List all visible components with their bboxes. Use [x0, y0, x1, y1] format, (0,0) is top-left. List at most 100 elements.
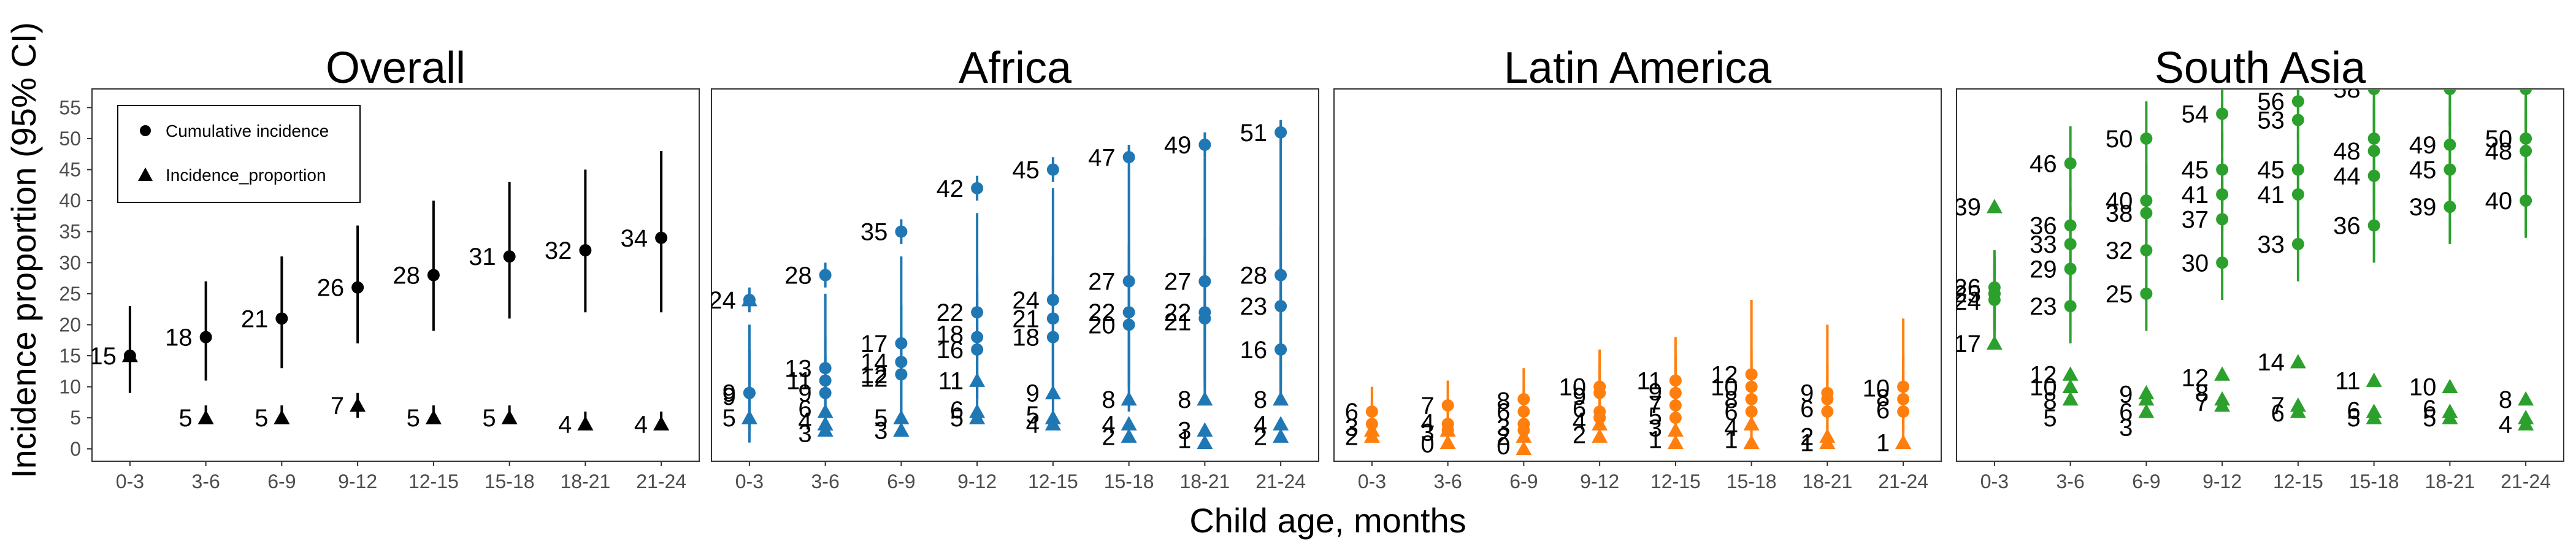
data-label: 9 [1800, 380, 1814, 407]
incidence-proportion-point [1516, 428, 1532, 443]
x-tick-label: 21-24 [636, 470, 686, 493]
cumulative-incidence-point [2291, 113, 2304, 126]
data-label: 2 [1345, 424, 1359, 451]
y-axis-title: Incidence proportion (95% CI) [4, 22, 43, 478]
incidence-proportion-point [817, 422, 834, 437]
x-tick-label: 15-18 [1727, 470, 1777, 493]
x-tick-label: 21-24 [1255, 470, 1306, 493]
y-tick-label: 30 [59, 251, 81, 274]
data-label: 40 [2485, 188, 2513, 215]
cumulative-incidence-point [2216, 256, 2229, 269]
cumulative-incidence-point [895, 225, 908, 238]
data-label: 4 [1420, 409, 1434, 436]
x-tick-label: 9-12 [957, 470, 997, 493]
data-label: 18 [165, 324, 193, 351]
panel-title: South Asia [2155, 44, 2366, 93]
incidence-proportion-point [1667, 422, 1684, 437]
cumulative-incidence-point [1275, 343, 1287, 356]
x-tick-label: 15-18 [1104, 470, 1154, 493]
data-label: 5 [2347, 405, 2360, 432]
data-label: 22 [937, 299, 964, 326]
incidence-proportion-point [1439, 422, 1456, 437]
legend-box [117, 105, 361, 203]
incidence-proportion-point [2062, 391, 2079, 406]
data-label: 45 [1012, 157, 1040, 184]
data-label: 8 [2499, 386, 2512, 413]
incidence-proportion-point [1592, 428, 1608, 443]
x-tick-label: 18-21 [1179, 470, 1230, 493]
incidence-proportion-point [2062, 366, 2079, 381]
data-label: 23 [1240, 293, 1268, 320]
panel-latin-america: 0-3 3-6 6-9 9-12 12-15 15-18 18-21 21-24 Latin A… [1333, 44, 1942, 493]
x-tick-label: 0-3 [116, 470, 144, 493]
incidence-proportion-point [1273, 416, 1289, 431]
cumulative-incidence-point [1122, 151, 1135, 164]
data-label: 10 [1559, 374, 1587, 401]
incidence-proportion-point [2518, 391, 2534, 406]
cumulative-incidence-point [2520, 89, 2532, 95]
cumulative-incidence-point [971, 182, 984, 194]
data-label: 29 [2030, 256, 2057, 283]
cumulative-incidence-point [2520, 145, 2532, 158]
data-label: 12 [2030, 361, 2057, 388]
data-label: 28 [1240, 263, 1268, 289]
data-label: 22 [1164, 299, 1192, 326]
x-tick-label: 21-24 [2501, 470, 2551, 493]
incidence-proportion-point [2366, 410, 2382, 424]
data-label: 30 [2182, 250, 2209, 277]
data-label: 13 [784, 355, 812, 382]
data-label: 5 [2423, 405, 2436, 432]
panel-border [1956, 88, 2564, 462]
data-label: 8 [1724, 386, 1738, 413]
data-label: 5 [178, 405, 192, 432]
data-label: 12 [2182, 364, 2209, 391]
y-tick-label: 40 [59, 190, 81, 212]
data-label: 4 [1573, 408, 1586, 435]
incidence-proportion-point [1743, 416, 1760, 431]
data-label: 44 [2333, 163, 2361, 190]
incidence-proportion-point [1986, 199, 2003, 213]
legend-triangle-key [138, 167, 153, 181]
cumulative-incidence-point [503, 250, 516, 263]
data-label: 4 [558, 411, 572, 438]
data-label: 11 [938, 367, 964, 394]
data-label: 6 [1345, 399, 1359, 426]
data-label: 8 [1102, 386, 1115, 413]
cumulative-incidence-point [1275, 126, 1287, 139]
data-label: 6 [1876, 397, 1890, 424]
data-label: 27 [1164, 269, 1192, 296]
incidence-proportion-point [2062, 378, 2079, 393]
incidence-proportion-point [1121, 428, 1137, 443]
data-label: 6 [1800, 396, 1814, 423]
data-label: 41 [2257, 182, 2285, 209]
data-label: 24 [1012, 287, 1040, 314]
data-label: 9 [1573, 383, 1586, 410]
data-label: 12 [1711, 361, 1738, 388]
x-tick-label: 3-6 [192, 470, 220, 493]
data-label: 2 [1102, 424, 1115, 451]
y-tick-label: 10 [59, 376, 81, 398]
data-label: 37 [2182, 206, 2209, 233]
data-label: 21 [1012, 305, 1040, 332]
incidence-proportion-point [197, 410, 214, 424]
x-tick-label: 0-3 [1358, 470, 1386, 493]
cumulative-incidence-point [1988, 293, 2001, 306]
data-label: 2 [1573, 421, 1586, 448]
data-label: 48 [2333, 138, 2361, 165]
cumulative-incidence-point [1046, 331, 1059, 343]
panel-series: 15 18 21 26 28 31 32 34 5 5 7 5 5 4 4 [92, 151, 670, 438]
data-label: 45 [2409, 157, 2437, 184]
data-label: 17 [1953, 331, 1981, 358]
data-label: 32 [545, 237, 572, 264]
cumulative-incidence-point [971, 343, 984, 356]
legend: Cumulative incidence Incidence_proportion [117, 105, 361, 203]
cumulative-incidence-point [2444, 89, 2456, 95]
data-label: 9 [798, 380, 811, 407]
data-label: 8 [1497, 388, 1510, 415]
incidence-proportion-point [1667, 434, 1684, 450]
data-label: 5 [407, 405, 420, 432]
incidence-proportion-point [2214, 366, 2231, 381]
data-label: 9 [723, 383, 736, 410]
data-label: 50 [2485, 126, 2513, 153]
